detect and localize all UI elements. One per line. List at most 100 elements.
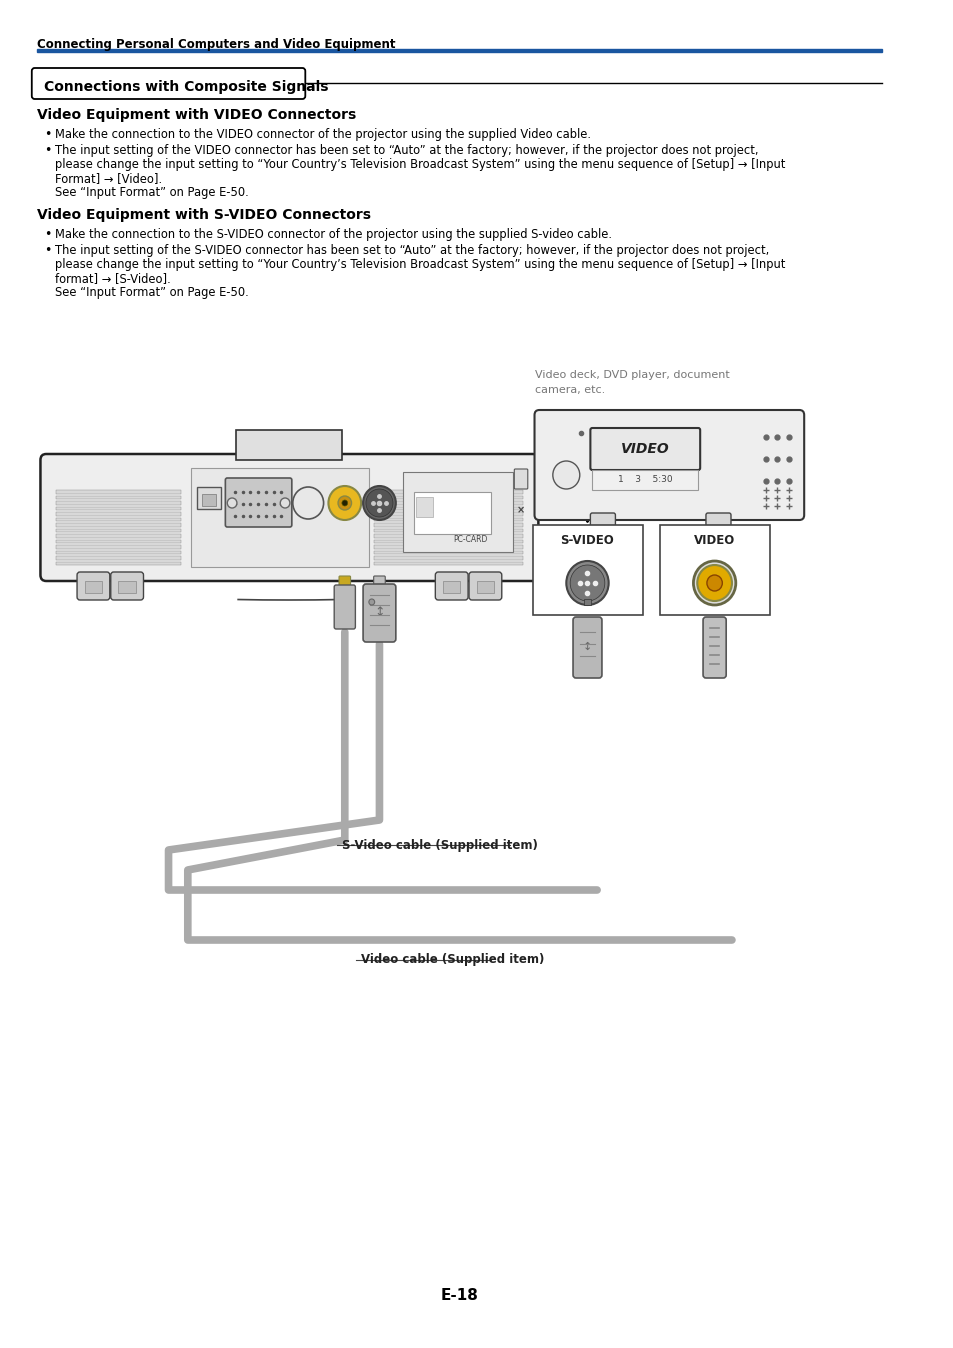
- Bar: [374, 496, 522, 499]
- Bar: [592, 470, 698, 491]
- Text: •: •: [44, 244, 51, 257]
- Text: 1    3    5:30: 1 3 5:30: [618, 476, 672, 484]
- Text: •: •: [44, 144, 51, 156]
- FancyBboxPatch shape: [705, 514, 730, 542]
- FancyBboxPatch shape: [363, 584, 395, 642]
- Bar: [374, 539, 522, 543]
- FancyBboxPatch shape: [31, 67, 305, 98]
- Bar: [56, 534, 181, 538]
- Bar: [56, 528, 181, 532]
- Bar: [374, 555, 522, 559]
- FancyBboxPatch shape: [197, 487, 220, 510]
- Circle shape: [328, 487, 361, 520]
- Text: •: •: [44, 128, 51, 142]
- Bar: [374, 545, 522, 549]
- Text: Video deck, DVD player, document
camera, etc.: Video deck, DVD player, document camera,…: [534, 369, 728, 395]
- Bar: [402, 472, 513, 551]
- Text: Make the connection to the S-VIDEO connector of the projector using the supplied: Make the connection to the S-VIDEO conne…: [55, 228, 611, 241]
- Circle shape: [369, 599, 375, 605]
- Text: Make the connection to the VIDEO connector of the projector using the supplied V: Make the connection to the VIDEO connect…: [55, 128, 590, 142]
- FancyBboxPatch shape: [225, 479, 292, 527]
- Bar: [659, 524, 770, 615]
- Bar: [56, 507, 181, 510]
- Text: Video Equipment with S-VIDEO Connectors: Video Equipment with S-VIDEO Connectors: [36, 208, 370, 222]
- Circle shape: [293, 487, 323, 519]
- Text: PC-CARD: PC-CARD: [453, 535, 487, 545]
- Bar: [56, 518, 181, 520]
- Text: ↕: ↕: [374, 607, 384, 620]
- Bar: [36, 49, 882, 53]
- Text: The input setting of the VIDEO connector has been set to “Auto” at the factory; : The input setting of the VIDEO connector…: [55, 144, 758, 156]
- Text: VIDEO: VIDEO: [693, 535, 735, 547]
- Text: please change the input setting to “Your Country’s Television Broadcast System” : please change the input setting to “Your…: [55, 158, 784, 171]
- Circle shape: [363, 487, 395, 520]
- Bar: [374, 550, 522, 554]
- Circle shape: [706, 576, 721, 590]
- Bar: [374, 518, 522, 520]
- Text: S-Video cable (Supplied item): S-Video cable (Supplied item): [341, 838, 537, 852]
- Bar: [56, 491, 181, 493]
- Bar: [235, 430, 341, 460]
- Text: See “Input Format” on Page E-50.: See “Input Format” on Page E-50.: [55, 186, 249, 200]
- Circle shape: [570, 565, 604, 601]
- Circle shape: [366, 489, 393, 518]
- Text: Video Equipment with VIDEO Connectors: Video Equipment with VIDEO Connectors: [36, 108, 355, 123]
- Bar: [416, 497, 433, 518]
- Bar: [56, 539, 181, 543]
- FancyBboxPatch shape: [334, 585, 355, 630]
- FancyBboxPatch shape: [702, 617, 725, 678]
- Bar: [476, 581, 494, 593]
- Bar: [374, 523, 522, 527]
- Circle shape: [341, 500, 347, 506]
- Bar: [374, 507, 522, 510]
- Bar: [374, 501, 522, 504]
- Bar: [56, 523, 181, 527]
- Text: Connecting Personal Computers and Video Equipment: Connecting Personal Computers and Video …: [36, 38, 395, 51]
- Circle shape: [280, 497, 290, 508]
- Bar: [202, 493, 215, 506]
- Text: format] → [S-Video].: format] → [S-Video].: [55, 272, 171, 284]
- Bar: [374, 512, 522, 515]
- Text: The input setting of the S-VIDEO connector has been set to “Auto” at the factory: The input setting of the S-VIDEO connect…: [55, 244, 768, 257]
- Text: •: •: [44, 228, 51, 241]
- Bar: [374, 534, 522, 538]
- Bar: [532, 524, 642, 615]
- Circle shape: [337, 496, 351, 510]
- Circle shape: [566, 561, 608, 605]
- Text: See “Input Format” on Page E-50.: See “Input Format” on Page E-50.: [55, 286, 249, 299]
- FancyBboxPatch shape: [469, 572, 501, 600]
- FancyBboxPatch shape: [374, 576, 385, 586]
- Bar: [56, 512, 181, 515]
- FancyBboxPatch shape: [111, 572, 143, 600]
- Bar: [374, 528, 522, 532]
- Text: ×: ×: [517, 506, 524, 515]
- Bar: [374, 562, 522, 565]
- FancyBboxPatch shape: [40, 454, 537, 581]
- Circle shape: [697, 565, 731, 601]
- Bar: [56, 545, 181, 549]
- FancyBboxPatch shape: [590, 429, 700, 470]
- FancyBboxPatch shape: [573, 617, 601, 678]
- FancyBboxPatch shape: [514, 469, 527, 489]
- Bar: [191, 468, 369, 568]
- Text: Video cable (Supplied item): Video cable (Supplied item): [361, 953, 544, 967]
- FancyBboxPatch shape: [338, 576, 350, 586]
- Text: VIDEO: VIDEO: [620, 442, 669, 456]
- Text: Format] → [Video].: Format] → [Video].: [55, 173, 162, 185]
- FancyBboxPatch shape: [77, 572, 110, 600]
- Text: Connections with Composite Signals: Connections with Composite Signals: [44, 80, 329, 94]
- Text: S-VIDEO: S-VIDEO: [560, 535, 614, 547]
- Bar: [56, 550, 181, 554]
- Bar: [56, 555, 181, 559]
- Bar: [56, 562, 181, 565]
- Circle shape: [693, 561, 735, 605]
- Text: please change the input setting to “Your Country’s Television Broadcast System” : please change the input setting to “Your…: [55, 257, 784, 271]
- Bar: [414, 492, 491, 534]
- Bar: [374, 491, 522, 493]
- Circle shape: [552, 461, 579, 489]
- Bar: [56, 496, 181, 499]
- FancyBboxPatch shape: [435, 572, 468, 600]
- Bar: [583, 599, 591, 605]
- FancyBboxPatch shape: [534, 410, 803, 520]
- Text: E-18: E-18: [440, 1287, 477, 1302]
